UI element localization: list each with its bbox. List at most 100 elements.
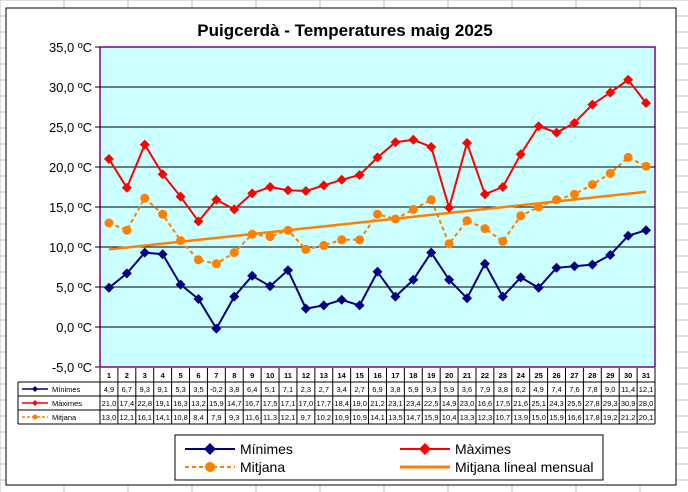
point-mitjana-24	[516, 211, 526, 221]
table-day-label: 25	[534, 371, 542, 380]
table-cell: 3,8	[229, 385, 239, 394]
table-cell: 2,7	[319, 385, 329, 394]
point-mitjana-12	[301, 244, 311, 254]
table-cell: 27,8	[585, 399, 600, 408]
table-cell: 17,1	[281, 399, 296, 408]
table-cell: 15,9	[424, 413, 439, 422]
table-cell: 9,1	[157, 385, 167, 394]
table-cell: 6,4	[247, 385, 257, 394]
table-cell: 7,1	[283, 385, 293, 394]
table-cell: 9,3	[140, 385, 150, 394]
point-m-ximes-9	[247, 188, 258, 199]
table-day-label: 2	[125, 371, 129, 380]
table-cell: 21,0	[102, 399, 117, 408]
table-cell: 17,5	[496, 399, 511, 408]
table-cell: 19,1	[155, 399, 170, 408]
point-m-ximes-12	[300, 186, 311, 196]
y-gridlines	[95, 46, 655, 368]
table-cell: 5,9	[408, 385, 418, 394]
point-m-ximes-2	[121, 182, 132, 193]
point-m-nimes-7	[211, 323, 222, 334]
point-m-nimes-10	[265, 281, 276, 292]
point-m-nimes-22	[479, 258, 490, 269]
table-day-label: 9	[250, 371, 254, 380]
table-cell: 12,1	[281, 413, 296, 422]
table-cell: 6,9	[372, 385, 382, 394]
table-day-label: 26	[552, 371, 560, 380]
table-cell: 16,3	[173, 399, 188, 408]
point-m-ximes-16	[372, 152, 383, 163]
y-tick-label: 10,0 ºC	[49, 240, 92, 255]
table-cell: 23,4	[406, 399, 421, 408]
point-mitjana-17	[390, 214, 400, 224]
table-cell: 9,3	[426, 385, 436, 394]
table-cell: 23,1	[388, 399, 403, 408]
point-m-nimes-18	[408, 274, 419, 285]
y-tick-label: 20,0 ºC	[49, 160, 92, 175]
table-cell: 14,7	[406, 413, 421, 422]
table-day-label: 27	[570, 371, 578, 380]
table-row-label: Màximes	[52, 399, 82, 408]
point-mitjana-6	[193, 255, 203, 265]
y-tick-label: 30,0 ºC	[49, 80, 92, 95]
point-mitjana-27	[569, 189, 579, 199]
y-axis-tick-labels: 35,0 ºC 30,0 ºC 25,0 ºC 20,0 ºC 15,0 ºC 10,0 …	[49, 40, 92, 375]
point-m-nimes-20	[444, 274, 455, 285]
point-mitjana-4	[158, 209, 168, 219]
point-m-ximes-26	[551, 127, 562, 138]
table-day-label: 17	[391, 371, 399, 380]
y-tick-label: -5,0 ºC	[52, 360, 92, 375]
point-mitjana-26	[552, 195, 562, 205]
point-m-nimes-23	[497, 291, 508, 302]
table-cell: 24,3	[549, 399, 564, 408]
table-day-label: 11	[284, 371, 292, 380]
point-mitjana-14	[337, 235, 347, 245]
table-day-label: 28	[588, 371, 596, 380]
table-cell: 20,1	[639, 413, 654, 422]
table-cell: 9,3	[229, 413, 239, 422]
table-cell: 7,9	[211, 413, 221, 422]
table-cell: 8,4	[193, 413, 203, 422]
y-tick-label: 35,0 ºC	[49, 40, 92, 55]
table-cell: 17,4	[120, 399, 135, 408]
table-day-label: 16	[373, 371, 381, 380]
point-m-nimes-15	[354, 300, 365, 311]
table-day-label: 5	[178, 371, 182, 380]
table-cell: 14,1	[155, 413, 170, 422]
table-cell: 10,9	[352, 413, 367, 422]
table-cell: 28,0	[639, 399, 654, 408]
point-m-nimes-4	[157, 249, 168, 260]
table-row-label: Mitjana	[52, 413, 77, 422]
point-m-nimes-5	[175, 279, 186, 290]
table-day-label: 3	[143, 371, 147, 380]
table-cell: 11,4	[621, 385, 635, 394]
point-mitjana-8	[229, 248, 239, 258]
point-mitjana-13	[319, 240, 329, 250]
point-mitjana-19	[426, 195, 436, 205]
table-cell: 7,6	[569, 385, 579, 394]
table-cell: 2,7	[354, 385, 364, 394]
table-cell: 25,5	[567, 399, 582, 408]
table-cell: 13,5	[388, 413, 403, 422]
table-cell: 17,7	[316, 399, 331, 408]
table-cell: 21,2	[370, 399, 385, 408]
point-m-ximes-21	[462, 138, 473, 148]
point-m-ximes-22	[479, 189, 490, 200]
point-mitjana-25	[534, 202, 544, 212]
table-cell: 4,9	[533, 385, 543, 394]
table-cell: 3,8	[498, 385, 508, 394]
table-key-diamond-icon	[32, 400, 38, 406]
point-m-ximes-28	[587, 99, 598, 110]
table-cell: 16,7	[245, 399, 260, 408]
series-layer	[103, 74, 652, 334]
legend-min-label: Mínimes	[240, 441, 293, 457]
table-cell: 6,2	[516, 385, 526, 394]
table-day-label: 6	[196, 371, 200, 380]
point-m-ximes-6	[193, 216, 204, 227]
table-cell: 2,3	[301, 385, 311, 394]
point-m-nimes-16	[372, 266, 383, 277]
point-m-nimes-3	[139, 247, 150, 258]
table-cell: 16,1	[137, 413, 152, 422]
point-m-ximes-23	[497, 182, 508, 192]
y-tick-label: 15,0 ºC	[49, 200, 92, 215]
